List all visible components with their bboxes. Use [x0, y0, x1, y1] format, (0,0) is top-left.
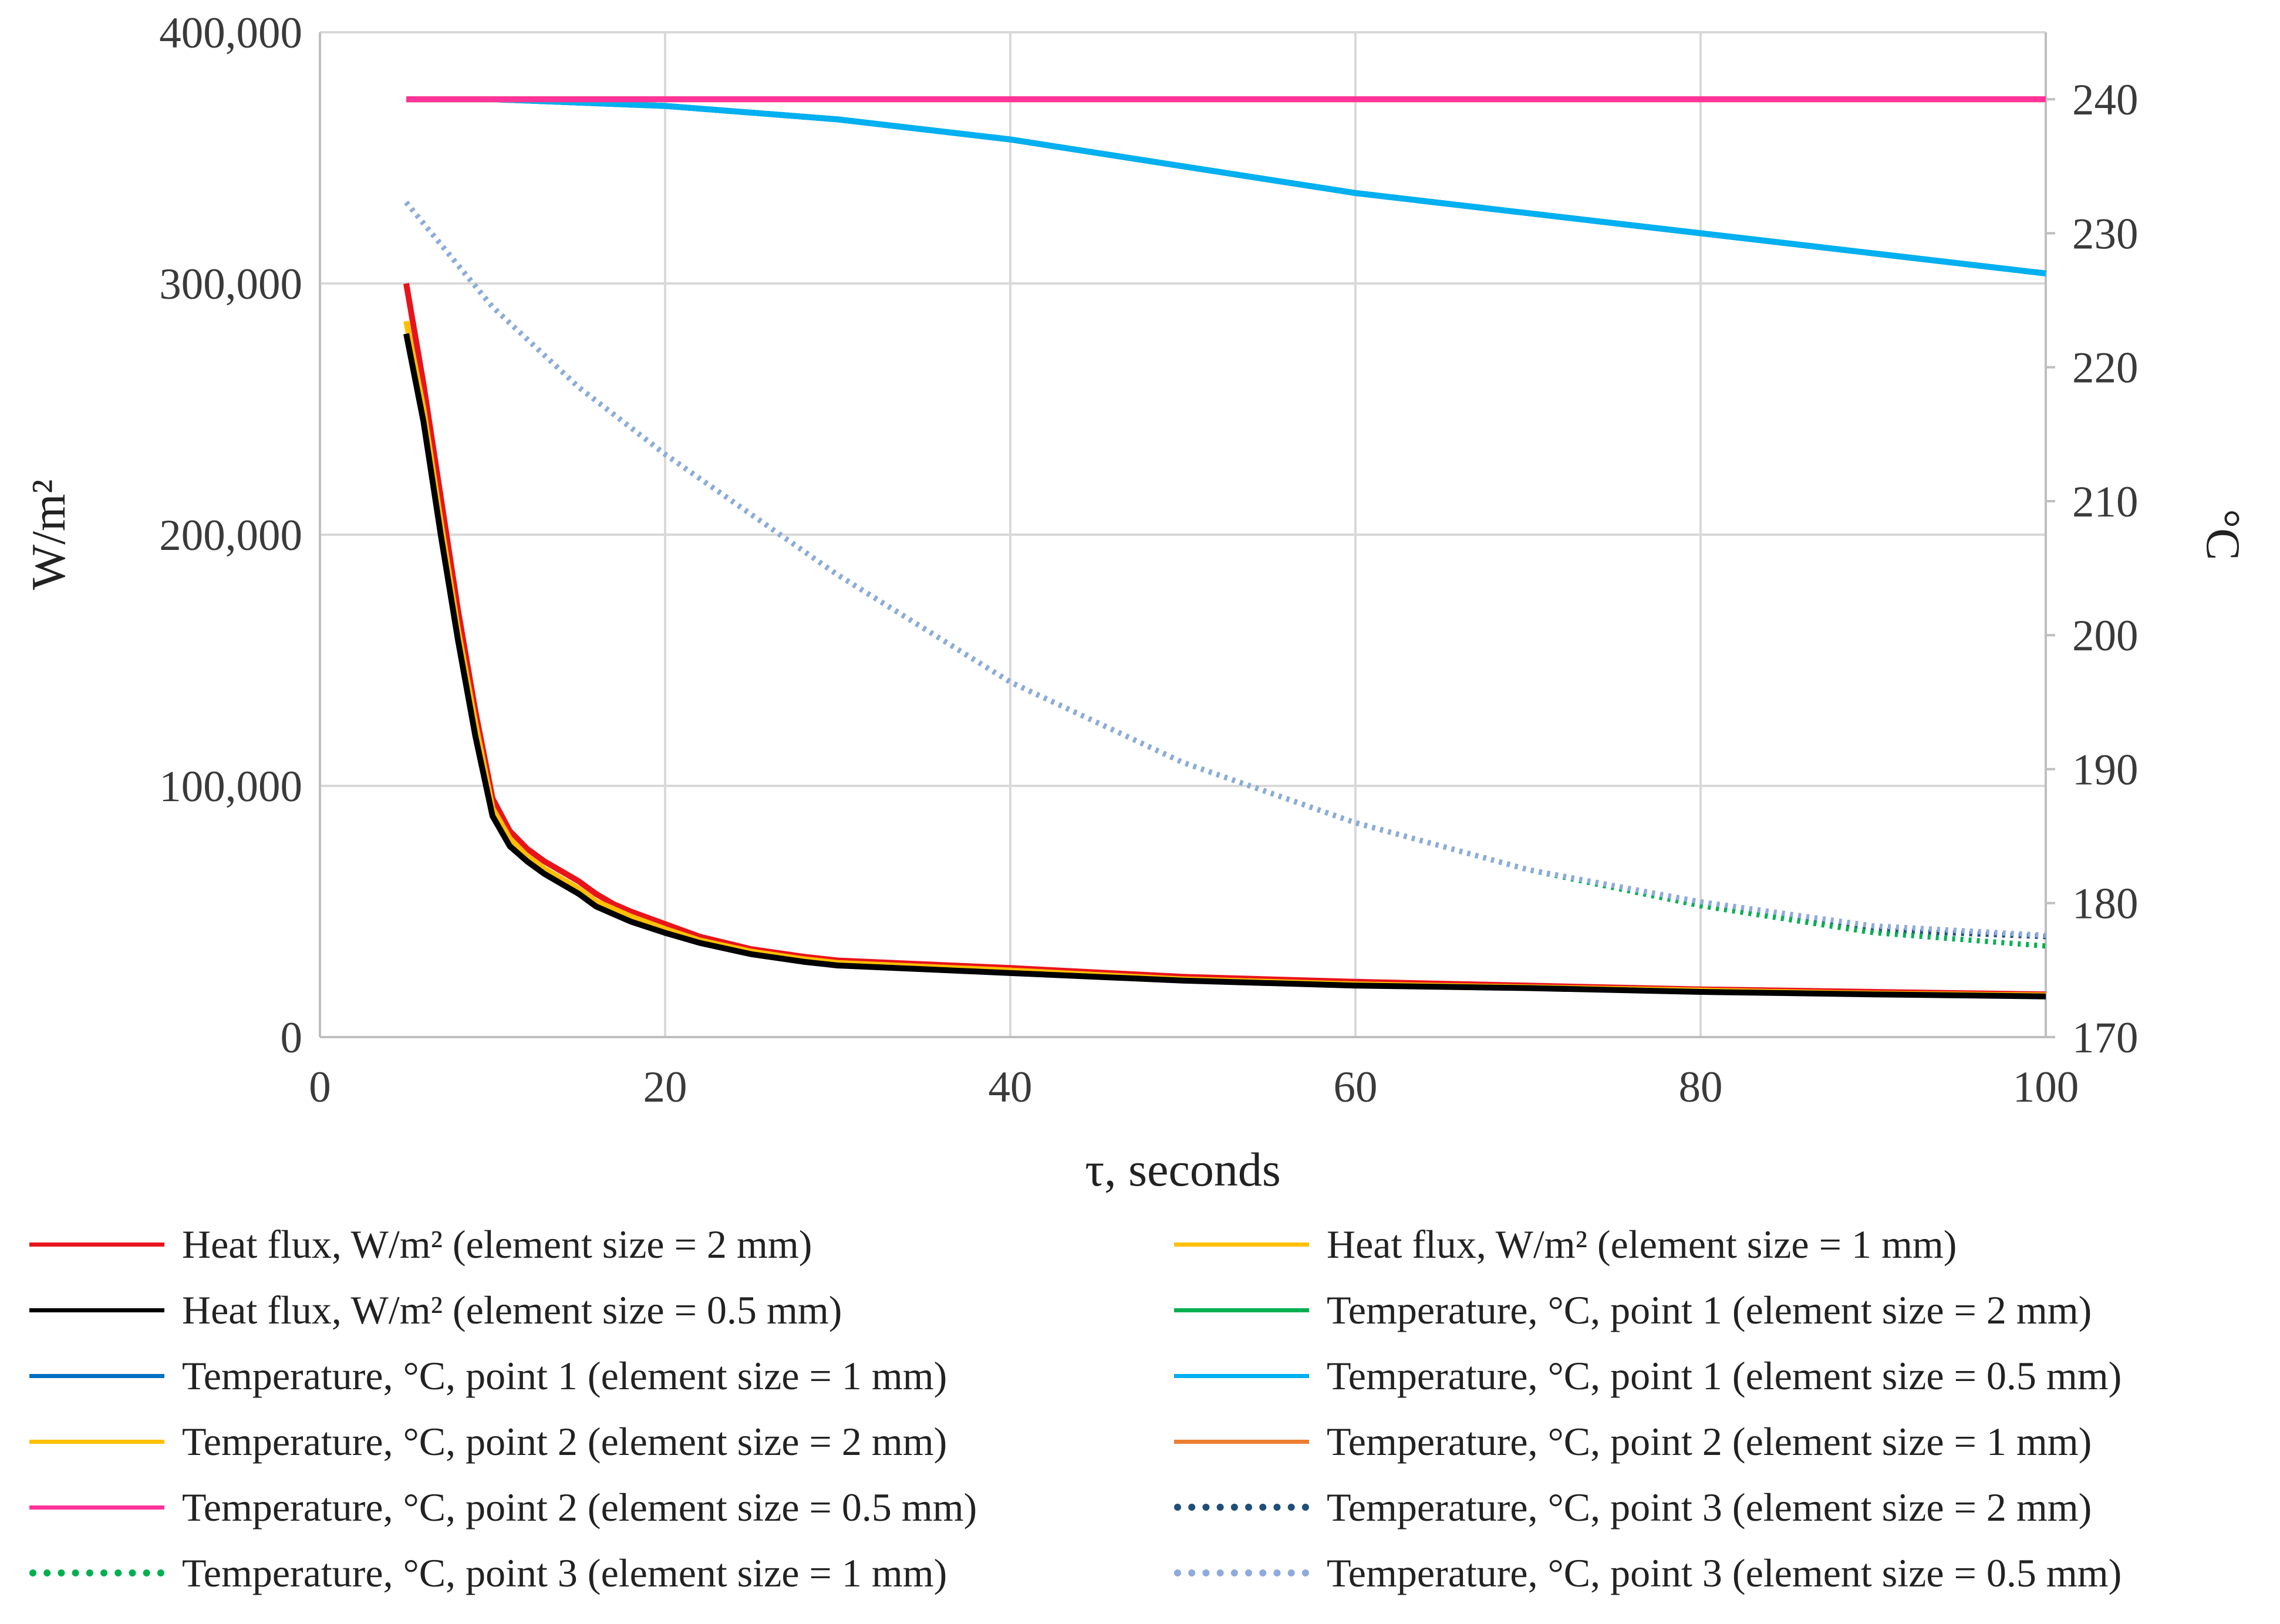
chart-legend: Heat flux, W/m² (element size = 2 mm) Hea… — [23, 1215, 2278, 1614]
x-tick-label: 40 — [989, 1063, 1033, 1112]
legend-label: Temperature, °C, point 2 (element size =… — [182, 1419, 947, 1464]
x-tick-label: 0 — [309, 1063, 331, 1112]
right-tick-label: 230 — [2072, 210, 2139, 258]
legend-label: Temperature, °C, point 1 (element size =… — [1327, 1287, 2092, 1332]
legend-swatch — [1174, 1308, 1309, 1312]
legend-label: Temperature, °C, point 3 (element size =… — [1327, 1484, 2092, 1530]
series-lines — [403, 96, 2046, 1000]
right-tick-label: 240 — [2072, 76, 2139, 124]
right-tick-label: 200 — [2072, 612, 2139, 660]
left-tick-label: 400,000 — [159, 9, 302, 58]
legend-item: Temperature, °C, point 3 (element size =… — [1174, 1544, 2122, 1602]
legend-item: Heat flux, W/m² (element size = 0.5 mm) — [29, 1281, 842, 1339]
legend-swatch — [1174, 1242, 1309, 1247]
dual-axis-line-chart: 0 100,000 200,000 300,000 400,000 170 180 190 20… — [22, 9, 2250, 1196]
left-tick-label: 100,000 — [159, 762, 302, 811]
legend-item: Temperature, °C, point 2 (element size =… — [1174, 1412, 2092, 1471]
right-tick-label: 190 — [2072, 745, 2139, 794]
legend-item: Temperature, °C, point 2 (element size =… — [29, 1412, 947, 1471]
series-line-9 — [404, 201, 2046, 940]
legend-item: Temperature, °C, point 1 (element size =… — [1174, 1346, 2122, 1405]
legend-item: Temperature, °C, point 3 (element size =… — [29, 1544, 947, 1602]
legend-swatch — [29, 1308, 164, 1312]
legend-swatch — [29, 1242, 164, 1247]
right-axis-title: °C — [2197, 509, 2250, 561]
right-tick-label: 170 — [2072, 1014, 2139, 1062]
legend-item: Heat flux, W/m² (element size = 1 mm) — [1174, 1215, 1957, 1274]
right-tick-label: 220 — [2072, 344, 2139, 393]
series-line-10 — [404, 201, 2046, 949]
left-tick-label: 200,000 — [159, 511, 302, 560]
x-tick-label: 60 — [1334, 1063, 1378, 1112]
legend-label: Temperature, °C, point 3 (element size =… — [182, 1550, 947, 1595]
legend-label: Temperature, °C, point 2 (element size =… — [182, 1484, 977, 1530]
legend-label: Heat flux, W/m² (element size = 2 mm) — [182, 1221, 812, 1267]
legend-item: Temperature, °C, point 1 (element size =… — [1174, 1281, 2092, 1339]
legend-swatch — [29, 1439, 164, 1444]
legend-swatch — [1174, 1569, 1309, 1576]
legend-swatch — [29, 1373, 164, 1378]
left-tick-label: 0 — [281, 1014, 303, 1062]
x-tick-label: 80 — [1679, 1063, 1723, 1112]
series-line-1 — [403, 320, 2046, 998]
legend-swatch — [1174, 1373, 1309, 1378]
x-tick-label: 100 — [2013, 1063, 2079, 1112]
legend-item: Temperature, °C, point 1 (element size =… — [29, 1346, 947, 1405]
legend-label: Heat flux, W/m² (element size = 0.5 mm) — [182, 1287, 842, 1332]
series-line-5 — [406, 96, 2046, 276]
right-tick-label: 180 — [2072, 880, 2139, 929]
left-axis-title: W/m² — [22, 480, 75, 590]
legend-swatch — [29, 1569, 164, 1576]
legend-swatch — [29, 1505, 164, 1510]
series-line-0 — [403, 283, 2046, 998]
legend-label: Temperature, °C, point 1 (element size =… — [182, 1353, 947, 1398]
legend-label: Heat flux, W/m² (element size = 1 mm) — [1327, 1221, 1957, 1267]
series-line-11 — [404, 201, 2046, 938]
legend-item: Temperature, °C, point 3 (element size =… — [1174, 1478, 2092, 1537]
tick-labels: 0 100,000 200,000 300,000 400,000 170 180 190 20… — [159, 9, 2138, 1112]
plot-axes — [319, 32, 2055, 1038]
legend-item: Heat flux, W/m² (element size = 2 mm) — [29, 1215, 812, 1274]
legend-item: Temperature, °C, point 2 (element size =… — [29, 1478, 977, 1537]
series-line-2 — [403, 333, 2046, 1000]
legend-label: Temperature, °C, point 3 (element size =… — [1327, 1550, 2122, 1595]
legend-swatch — [1174, 1439, 1309, 1444]
right-tick-label: 210 — [2072, 478, 2139, 526]
legend-label: Temperature, °C, point 1 (element size =… — [1327, 1353, 2122, 1398]
left-tick-label: 300,000 — [159, 260, 302, 309]
legend-label: Temperature, °C, point 2 (element size =… — [1327, 1419, 2092, 1464]
legend-swatch — [1174, 1504, 1309, 1511]
x-axis-title: τ, seconds — [1085, 1143, 1281, 1196]
x-tick-label: 20 — [643, 1063, 687, 1112]
